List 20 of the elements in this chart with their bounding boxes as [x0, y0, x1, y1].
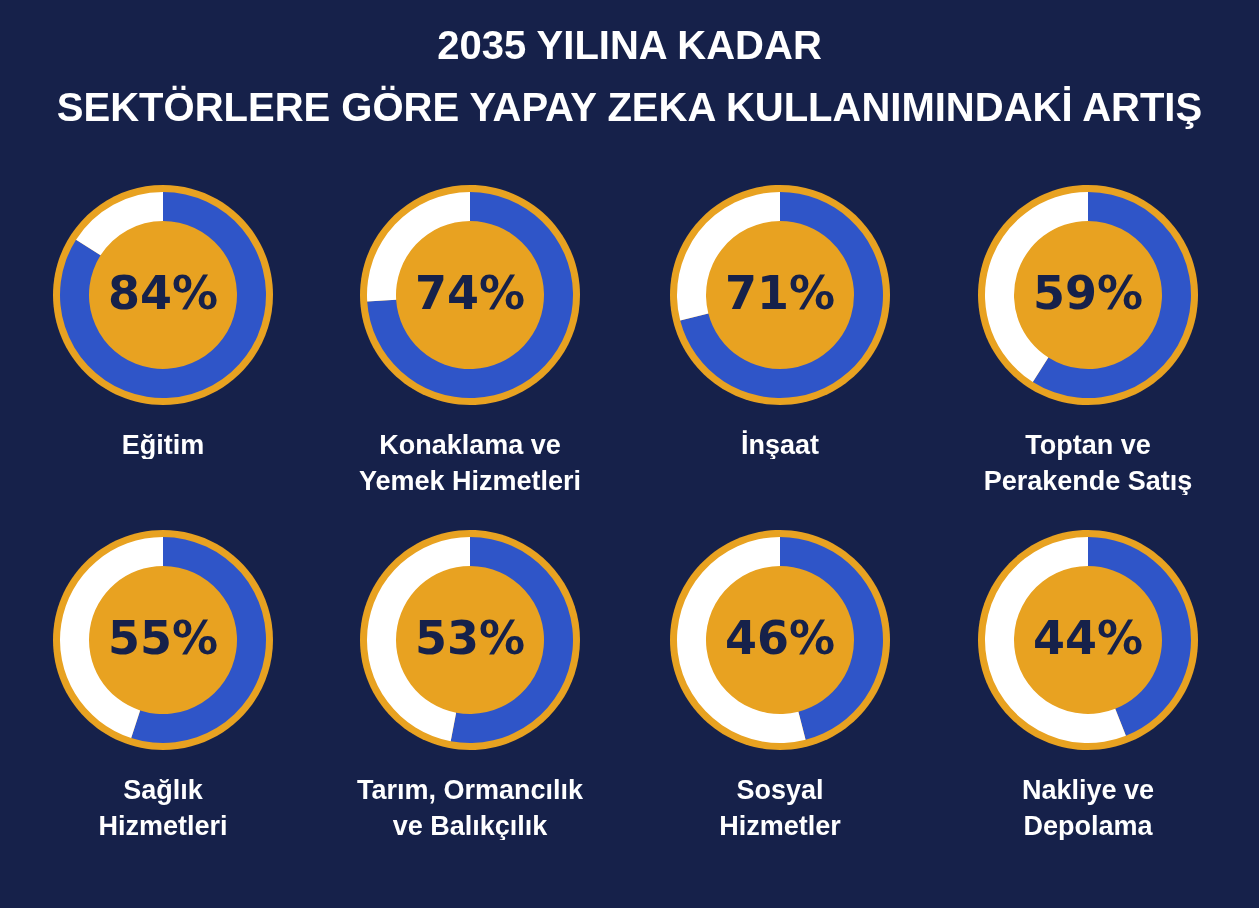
data-label: 55% — [107, 611, 219, 665]
data-label: 71% — [724, 266, 836, 320]
data-label: 84% — [107, 266, 219, 320]
text: SEKTÖRLERE GÖRE YAPAY ZEKA KULLANIMINDAKİ ARTIŞ — [55, 84, 1204, 131]
text: Konaklama ve Yemek Hizmetleri — [358, 430, 582, 496]
text: 2035 YILINA KADAR — [436, 22, 823, 69]
text: Toptan ve Perakende Satış — [983, 430, 1193, 496]
text: Sağlık Hizmetleri — [98, 775, 228, 841]
text: Eğitim — [121, 430, 205, 460]
text: Nakliye ve Depolama — [1021, 775, 1155, 841]
data-label: 53% — [414, 611, 526, 665]
donut-slice — [76, 192, 163, 256]
data-label: 59% — [1032, 266, 1144, 320]
text: Sosyal Hizmetler — [719, 775, 842, 841]
data-label: 46% — [724, 611, 836, 665]
data-label: 74% — [414, 266, 526, 320]
text: İnşaat — [740, 430, 820, 460]
donut-slice — [1032, 192, 1191, 398]
text: Tarım, Ormancılık ve Balıkçılık — [356, 775, 585, 841]
data-label: 44% — [1032, 611, 1144, 665]
